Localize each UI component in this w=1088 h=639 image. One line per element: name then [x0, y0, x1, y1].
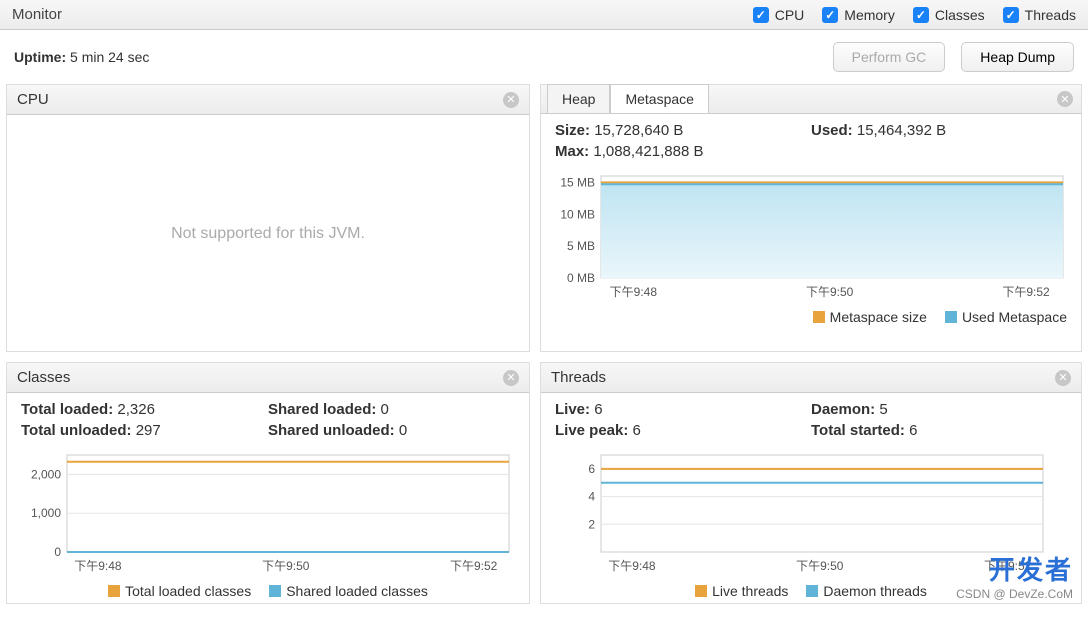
legend-item: Daemon threads — [806, 583, 927, 599]
svg-text:下午9:52: 下午9:52 — [1002, 285, 1050, 299]
checkbox-classes[interactable]: ✓ Classes — [913, 7, 985, 23]
svg-text:下午9:48: 下午9:48 — [610, 285, 658, 299]
memory-panel: Heap Metaspace ✕ Size: 15,728,640 B Used… — [540, 84, 1082, 352]
heap-dump-button[interactable]: Heap Dump — [961, 42, 1074, 72]
svg-text:5 MB: 5 MB — [567, 239, 595, 253]
stat-daemon: Daemon: 5 — [811, 401, 1067, 418]
threads-panel-header: Threads ✕ — [541, 363, 1081, 393]
header-bar: Monitor ✓ CPU ✓ Memory ✓ Classes ✓ Threads — [0, 0, 1088, 30]
close-icon[interactable]: ✕ — [1055, 370, 1071, 386]
svg-text:下午9:50: 下午9:50 — [262, 559, 310, 573]
legend-swatch — [813, 311, 825, 323]
cpu-unsupported-message: Not supported for this JVM. — [21, 125, 515, 343]
legend-swatch — [269, 585, 281, 597]
svg-text:2: 2 — [588, 517, 595, 531]
checkbox-label: CPU — [775, 7, 805, 23]
legend-item: Live threads — [695, 583, 788, 599]
cpu-panel-title: CPU — [17, 91, 49, 108]
stat-total-unloaded: Total unloaded: 297 — [21, 422, 268, 439]
stat-live: Live: 6 — [555, 401, 811, 418]
classes-panel: Classes ✕ Total loaded: 2,326 Shared loa… — [6, 362, 530, 604]
svg-text:1,000: 1,000 — [31, 506, 61, 520]
stat-shared-unloaded: Shared unloaded: 0 — [268, 422, 515, 439]
header-checkboxes: ✓ CPU ✓ Memory ✓ Classes ✓ Threads — [753, 7, 1076, 23]
svg-text:下午9:48: 下午9:48 — [608, 559, 656, 573]
stat-shared-loaded: Shared loaded: 0 — [268, 401, 515, 418]
close-icon[interactable]: ✕ — [503, 370, 519, 386]
threads-panel-title: Threads — [551, 369, 606, 386]
svg-text:2,000: 2,000 — [31, 467, 61, 481]
classes-stats: Total loaded: 2,326 Shared loaded: 0 Tot… — [7, 393, 529, 449]
cpu-panel-header: CPU ✕ — [7, 85, 529, 115]
metaspace-legend: Metaspace size Used Metaspace — [541, 303, 1081, 329]
legend-item: Total loaded classes — [108, 583, 251, 599]
svg-text:下午9:48: 下午9:48 — [74, 559, 122, 573]
checkbox-cpu[interactable]: ✓ CPU — [753, 7, 805, 23]
legend-item: Used Metaspace — [945, 309, 1067, 325]
check-icon: ✓ — [822, 7, 838, 23]
memory-stats: Size: 15,728,640 B Used: 15,464,392 B Ma… — [541, 114, 1081, 170]
svg-text:10 MB: 10 MB — [560, 207, 595, 221]
svg-text:4: 4 — [588, 490, 595, 504]
cpu-panel: CPU ✕ Not supported for this JVM. — [6, 84, 530, 352]
svg-text:0 MB: 0 MB — [567, 271, 595, 285]
watermark: 开发者 CSDN @ DevZe.CoM — [956, 555, 1073, 601]
check-icon: ✓ — [913, 7, 929, 23]
panels-grid: CPU ✕ Not supported for this JVM. Heap M… — [0, 84, 1088, 610]
stat-used: Used: 15,464,392 B — [811, 122, 1067, 139]
legend-swatch — [945, 311, 957, 323]
svg-text:下午9:52: 下午9:52 — [450, 559, 498, 573]
uptime-label: Uptime: — [14, 49, 66, 65]
toolbar-buttons: Perform GC Heap Dump — [833, 42, 1074, 72]
close-icon[interactable]: ✕ — [503, 92, 519, 108]
legend-swatch — [806, 585, 818, 597]
stat-peak: Live peak: 6 — [555, 422, 811, 439]
toolbar: Uptime: 5 min 24 sec Perform GC Heap Dum… — [0, 30, 1088, 84]
legend-swatch — [695, 585, 707, 597]
stat-size: Size: 15,728,640 B — [555, 122, 811, 139]
check-icon: ✓ — [753, 7, 769, 23]
metaspace-chart: 0 MB 5 MB 10 MB 15 MB 下午9:48 下午9:50 下午9:52 — [551, 170, 1071, 303]
tab-heap[interactable]: Heap — [547, 84, 610, 113]
close-icon[interactable]: ✕ — [1057, 91, 1073, 107]
legend-item: Metaspace size — [813, 309, 927, 325]
threads-stats: Live: 6 Daemon: 5 Live peak: 6 Total sta… — [541, 393, 1081, 449]
svg-text:下午9:50: 下午9:50 — [806, 285, 854, 299]
legend-item: Shared loaded classes — [269, 583, 428, 599]
classes-panel-title: Classes — [17, 369, 70, 386]
perform-gc-button[interactable]: Perform GC — [833, 42, 946, 72]
svg-text:15 MB: 15 MB — [560, 175, 595, 189]
svg-text:6: 6 — [588, 462, 595, 476]
svg-text:0: 0 — [54, 545, 61, 559]
memory-tab-strip: Heap Metaspace ✕ — [541, 85, 1081, 114]
stat-total-loaded: Total loaded: 2,326 — [21, 401, 268, 418]
classes-chart: 0 1,000 2,000 下午9:48 下午9:50 下午9:52 — [17, 449, 519, 577]
header-title: Monitor — [12, 6, 62, 23]
memory-tabs: Heap Metaspace — [547, 85, 709, 113]
classes-legend: Total loaded classes Shared loaded class… — [7, 577, 529, 603]
checkbox-label: Memory — [844, 7, 895, 23]
check-icon: ✓ — [1003, 7, 1019, 23]
svg-text:下午9:50: 下午9:50 — [796, 559, 844, 573]
threads-panel: Threads ✕ Live: 6 Daemon: 5 Live peak: 6… — [540, 362, 1082, 604]
checkbox-threads[interactable]: ✓ Threads — [1003, 7, 1076, 23]
stat-started: Total started: 6 — [811, 422, 1067, 439]
checkbox-label: Classes — [935, 7, 985, 23]
cpu-panel-body: Not supported for this JVM. — [7, 115, 529, 351]
tab-metaspace[interactable]: Metaspace — [610, 84, 708, 113]
uptime-text: Uptime: 5 min 24 sec — [14, 49, 149, 65]
uptime-value: 5 min 24 sec — [70, 49, 149, 65]
checkbox-label: Threads — [1025, 7, 1076, 23]
classes-panel-header: Classes ✕ — [7, 363, 529, 393]
stat-max: Max: 1,088,421,888 B — [555, 143, 811, 160]
legend-swatch — [108, 585, 120, 597]
checkbox-memory[interactable]: ✓ Memory — [822, 7, 895, 23]
